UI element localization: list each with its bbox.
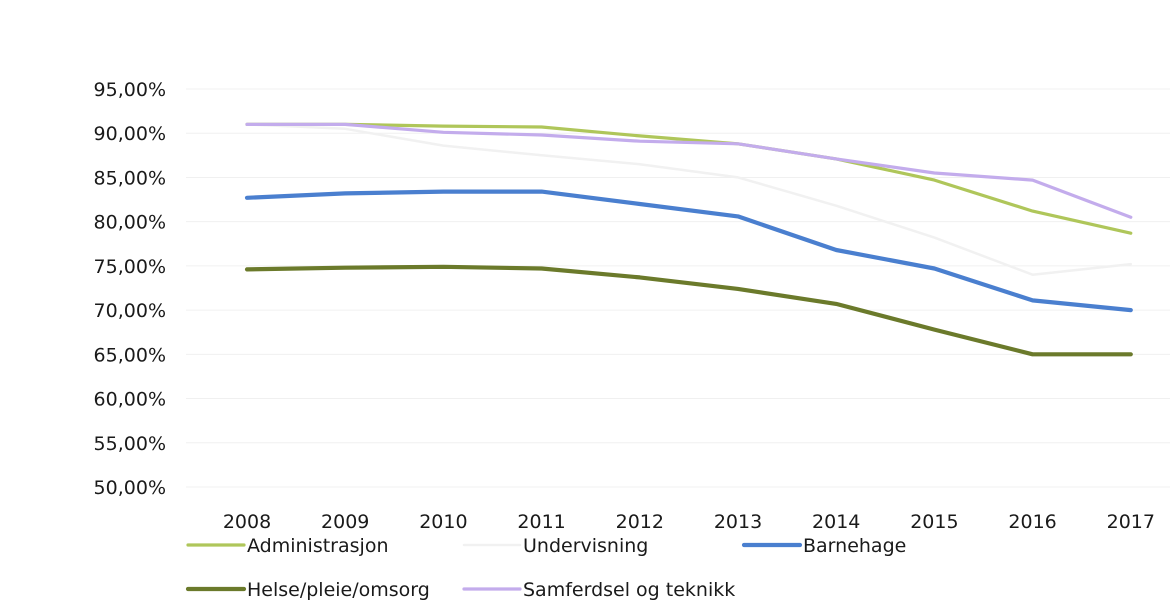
y-tick-label: 85,00% <box>94 167 166 189</box>
y-axis: 50,00% 55,00% 60,00% 65,00% 70,00% 75,00% 80,0… <box>94 79 166 499</box>
x-tick-label: 2017 <box>1107 511 1155 533</box>
series-line-helse-pleie-omsorg <box>244 264 1133 357</box>
y-tick-label: 55,00% <box>94 433 166 455</box>
legend-label-barnehage: Barnehage <box>803 535 906 557</box>
series-line-samferdsel-og-teknikk <box>245 122 1133 219</box>
legend-label-samferdsel-og-teknikk: Samferdsel og teknikk <box>523 579 735 601</box>
y-tick-label: 90,00% <box>94 123 166 145</box>
grid-lines <box>186 88 1170 488</box>
x-tick-label: 2016 <box>1008 511 1056 533</box>
y-tick-label: 80,00% <box>94 212 166 234</box>
legend: Administrasjon Undervisning Barnehage Helse… <box>185 535 906 601</box>
x-tick-label: 2010 <box>419 511 467 533</box>
series-lines <box>244 122 1133 357</box>
x-tick-label: 2013 <box>714 511 762 533</box>
legend-label-undervisning: Undervisning <box>523 535 648 557</box>
x-tick-label: 2012 <box>616 511 664 533</box>
series-line-barnehage <box>244 189 1133 313</box>
x-tick-label: 2015 <box>910 511 958 533</box>
y-tick-label: 75,00% <box>94 256 166 278</box>
legend-label-administrasjon: Administrasjon <box>247 535 388 557</box>
series-line-undervisning <box>245 123 1133 276</box>
x-tick-label: 2011 <box>517 511 565 533</box>
y-tick-label: 95,00% <box>94 79 166 101</box>
y-tick-label: 70,00% <box>94 300 166 322</box>
x-tick-label: 2008 <box>223 511 271 533</box>
x-tick-label: 2014 <box>812 511 860 533</box>
y-tick-label: 60,00% <box>94 389 166 411</box>
series-line-administrasjon <box>245 122 1133 235</box>
legend-label-helse-pleie-omsorg: Helse/pleie/omsorg <box>247 579 430 601</box>
y-tick-label: 65,00% <box>94 344 166 366</box>
x-axis: 2008 2009 2010 2011 2012 2013 2014 2015 2016 2017 <box>223 511 1155 533</box>
y-tick-label: 50,00% <box>94 477 166 499</box>
x-tick-label: 2009 <box>321 511 369 533</box>
